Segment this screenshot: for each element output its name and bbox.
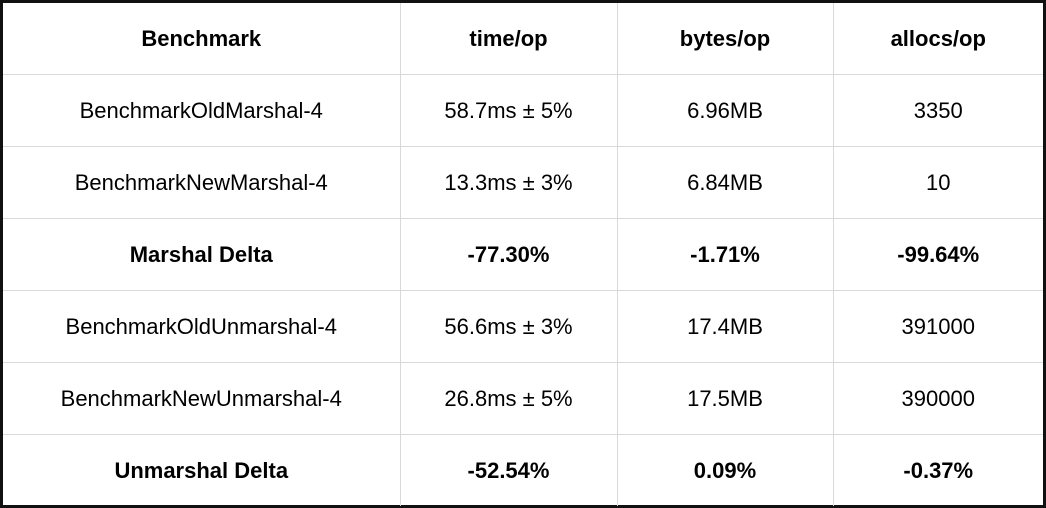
cell-benchmark: BenchmarkNewMarshal-4 bbox=[3, 146, 401, 219]
cell-allocs-per-op: 391000 bbox=[832, 290, 1043, 363]
delta-row: Marshal Delta -77.30% -1.71% -99.64% bbox=[3, 218, 1043, 291]
table-row: BenchmarkOldUnmarshal-4 56.6ms ± 3% 17.4… bbox=[3, 290, 1043, 363]
cell-benchmark: Unmarshal Delta bbox=[3, 434, 401, 506]
cell-bytes-per-op: -1.71% bbox=[616, 218, 834, 291]
header-allocs-per-op: allocs/op bbox=[832, 3, 1043, 75]
cell-allocs-per-op: 10 bbox=[832, 146, 1043, 219]
cell-time-per-op: 26.8ms ± 5% bbox=[399, 362, 618, 435]
benchmark-table: Benchmark time/op bytes/op allocs/op Ben… bbox=[3, 3, 1043, 506]
cell-time-per-op: -77.30% bbox=[399, 218, 618, 291]
header-benchmark: Benchmark bbox=[3, 3, 401, 75]
cell-time-per-op: 58.7ms ± 5% bbox=[399, 74, 618, 147]
cell-benchmark: BenchmarkOldUnmarshal-4 bbox=[3, 290, 401, 363]
cell-allocs-per-op: 390000 bbox=[832, 362, 1043, 435]
delta-row: Unmarshal Delta -52.54% 0.09% -0.37% bbox=[3, 434, 1043, 506]
cell-bytes-per-op: 17.5MB bbox=[616, 362, 834, 435]
cell-benchmark: Marshal Delta bbox=[3, 218, 401, 291]
header-row: Benchmark time/op bytes/op allocs/op bbox=[3, 3, 1043, 75]
cell-time-per-op: -52.54% bbox=[399, 434, 618, 506]
cell-time-per-op: 56.6ms ± 3% bbox=[399, 290, 618, 363]
header-bytes-per-op: bytes/op bbox=[616, 3, 834, 75]
cell-benchmark: BenchmarkNewUnmarshal-4 bbox=[3, 362, 401, 435]
table-row: BenchmarkNewUnmarshal-4 26.8ms ± 5% 17.5… bbox=[3, 362, 1043, 435]
table-row: BenchmarkOldMarshal-4 58.7ms ± 5% 6.96MB… bbox=[3, 74, 1043, 147]
cell-bytes-per-op: 17.4MB bbox=[616, 290, 834, 363]
cell-bytes-per-op: 6.84MB bbox=[616, 146, 834, 219]
cell-bytes-per-op: 6.96MB bbox=[616, 74, 834, 147]
cell-allocs-per-op: -99.64% bbox=[832, 218, 1043, 291]
cell-time-per-op: 13.3ms ± 3% bbox=[399, 146, 618, 219]
header-time-per-op: time/op bbox=[399, 3, 618, 75]
table-row: BenchmarkNewMarshal-4 13.3ms ± 3% 6.84MB… bbox=[3, 146, 1043, 219]
cell-allocs-per-op: -0.37% bbox=[832, 434, 1043, 506]
cell-benchmark: BenchmarkOldMarshal-4 bbox=[3, 74, 401, 147]
cell-bytes-per-op: 0.09% bbox=[616, 434, 834, 506]
cell-allocs-per-op: 3350 bbox=[832, 74, 1043, 147]
